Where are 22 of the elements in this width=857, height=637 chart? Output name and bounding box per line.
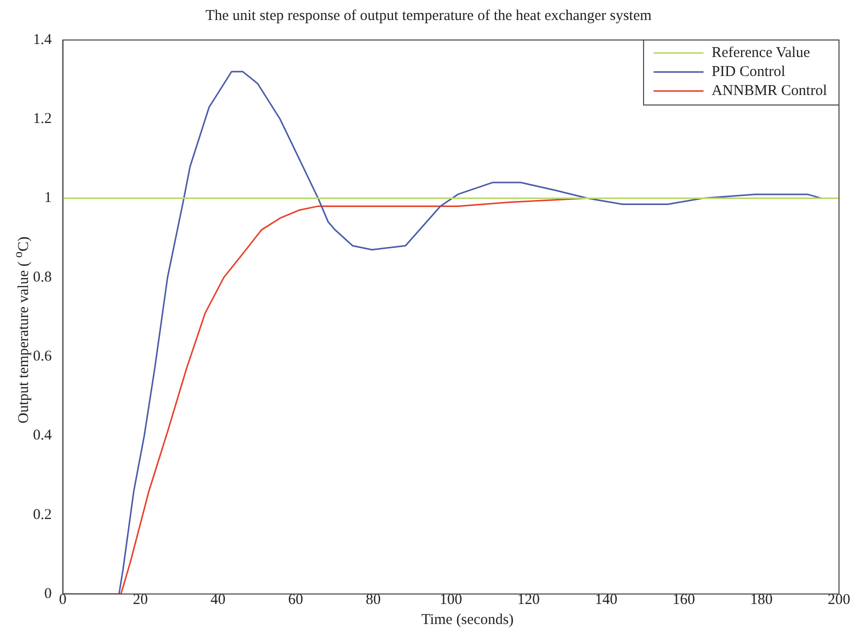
x-tick-label: 200 <box>828 592 850 608</box>
y-tick-label: 0.2 <box>33 506 52 523</box>
y-tick-label: 1.4 <box>33 32 52 48</box>
x-tick-label: 120 <box>517 592 540 608</box>
x-tick-label: 180 <box>750 592 773 608</box>
x-tick-label: 0 <box>59 592 66 608</box>
y-tick-label: 1.2 <box>33 111 52 128</box>
y-tick-label: 0.8 <box>33 269 52 286</box>
x-tick-label: 160 <box>672 592 695 608</box>
x-tick-label: 60 <box>288 592 304 608</box>
x-tick-label: 140 <box>594 592 618 608</box>
x-axis-title: Time (seconds) <box>420 612 515 629</box>
legend-label: PID Control <box>712 64 786 80</box>
y-tick-label: 0.6 <box>33 348 52 365</box>
x-tick-label: 100 <box>440 592 462 608</box>
y-tick-label: 0.4 <box>33 428 52 444</box>
x-tick-label: 80 <box>366 592 381 608</box>
y-tick-label: 1 <box>44 190 52 206</box>
chart-title: The unit step response of output temperature of the heat exchanger system <box>204 8 653 25</box>
legend-label: ANNBMR Control <box>712 82 828 99</box>
legend-label: Reference Value <box>712 44 810 61</box>
x-tick-label: 40 <box>210 592 226 608</box>
